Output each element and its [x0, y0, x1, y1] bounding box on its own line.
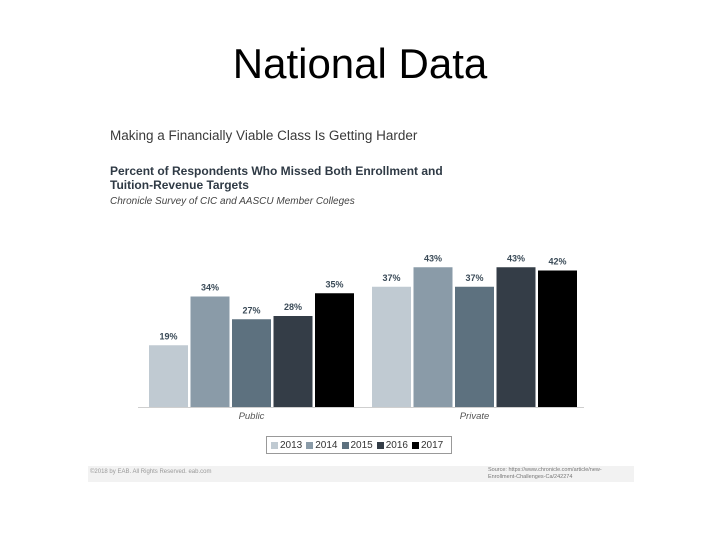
- bar-value-label: 37%: [382, 273, 400, 283]
- bar-chart: 19% 34% 27% 28% 35% Public 37% 43% 37% 43% 42% Priv…: [138, 253, 584, 422]
- slide-title: National Data: [232, 40, 488, 87]
- legend-swatch: [341, 441, 349, 449]
- legend-label: 2017: [421, 439, 444, 451]
- bar-public-2014: [190, 296, 230, 407]
- bar-value-label: 34%: [201, 283, 219, 293]
- legend-swatch: [412, 441, 419, 449]
- bar-public-2017: [315, 293, 354, 407]
- legend-swatch: [306, 441, 314, 449]
- chart-headline: Making a Financially Viable Class Is Get…: [110, 128, 418, 143]
- chart-figure: Making a Financially Viable Class Is Get…: [88, 114, 634, 482]
- chart-legend: 2013 2014 2015 2016 2017: [266, 436, 453, 454]
- legend-item-2014: 2014: [306, 439, 338, 451]
- category-label: Public: [239, 411, 265, 422]
- bar-private-2017: [538, 270, 577, 407]
- copyright-text: ©2018 by EAB. All Rights Reserved. eab.c…: [90, 469, 212, 475]
- bar-public-2015: [232, 319, 271, 407]
- legend-swatch: [271, 441, 278, 449]
- bar-value-label: 27%: [242, 305, 260, 315]
- bar-private-2014: [413, 267, 453, 407]
- bar-value-label: 43%: [507, 253, 525, 263]
- footer-bar: ©2018 by EAB. All Rights Reserved. eab.c…: [88, 466, 634, 482]
- source-note: Source: https://www.chronicle.com/articl…: [488, 467, 602, 480]
- legend-item-2015: 2015: [341, 439, 373, 451]
- chart-subtitle: Percent of Respondents Who Missed Both E…: [110, 164, 443, 192]
- legend-swatch: [376, 441, 384, 449]
- legend-label: 2015: [350, 439, 373, 451]
- bar-value-label: 37%: [465, 273, 483, 283]
- bar-value-label: 28%: [284, 302, 302, 312]
- legend-label: 2013: [280, 439, 303, 451]
- category-label: Private: [460, 411, 490, 422]
- bar-value-label: 19%: [159, 331, 177, 341]
- bar-value-label: 42%: [548, 257, 566, 267]
- bar-private-2016: [496, 267, 536, 407]
- bar-public-2013: [149, 345, 188, 407]
- legend-item-2017: 2017: [412, 440, 443, 451]
- bar-private-2015: [455, 286, 494, 407]
- bar-value-label: 43%: [424, 253, 442, 263]
- survey-source: Chronicle Survey of CIC and AASCU Member…: [110, 196, 355, 207]
- legend-label: 2014: [315, 439, 338, 451]
- legend-item-2013: 2013: [271, 440, 302, 451]
- bar-public-2016: [273, 316, 313, 407]
- bar-value-label: 35%: [325, 279, 343, 289]
- legend-label: 2016: [385, 439, 408, 451]
- bar-private-2013: [372, 286, 411, 407]
- legend-item-2016: 2016: [376, 439, 408, 451]
